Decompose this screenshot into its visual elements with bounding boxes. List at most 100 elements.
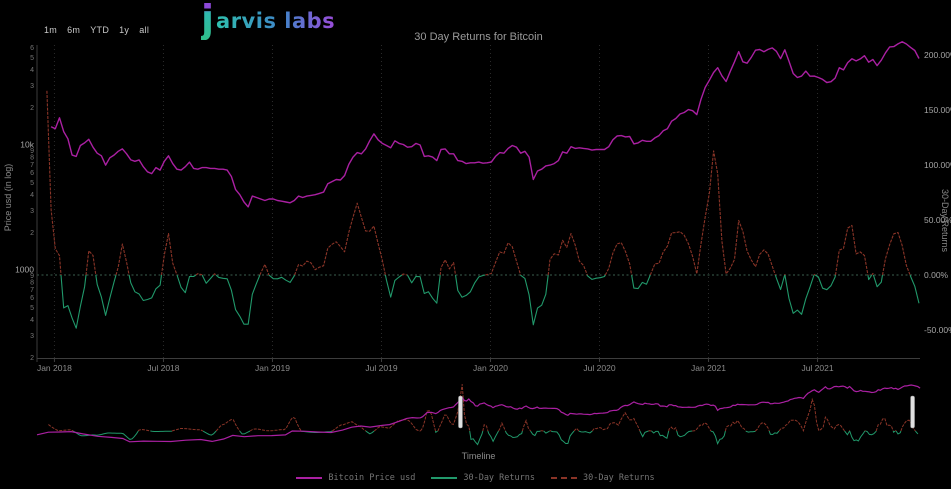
price-tick-label: 2 (30, 230, 34, 237)
legend-swatch (296, 477, 323, 479)
timeline-returns-positive (482, 424, 489, 432)
returns-tick-label: 50.00% (924, 215, 951, 225)
legend-item[interactable]: Bitcoin Price usd (296, 473, 415, 483)
price-tick-label: 3 (30, 83, 34, 90)
timeline-returns-negative (150, 430, 173, 432)
range-button-all[interactable]: all (139, 25, 150, 35)
x-tick-label: Jan 2020 (473, 363, 508, 373)
returns-tick-label: -50.00% (924, 325, 951, 335)
legend-label: Bitcoin Price usd (328, 473, 416, 483)
timeline-label: Timeline (461, 451, 496, 461)
price-tick-label: 8 (30, 155, 34, 162)
returns-negative-line (867, 274, 873, 281)
timeline-returns-negative (543, 430, 550, 434)
price-tick-label: 3 (30, 333, 34, 340)
timeline-returns-negative (844, 430, 851, 436)
price-tick-label: 3 (30, 208, 34, 215)
logo-j-icon: j (201, 0, 215, 41)
x-tick-label: Jul 2020 (583, 363, 615, 373)
returns-negative-line (454, 274, 486, 298)
range-button-1y[interactable]: 1y (119, 25, 130, 35)
timeline-returns-positive (137, 429, 151, 432)
timeline-returns-negative (550, 430, 575, 444)
returns-negative-line (631, 274, 651, 290)
returns-negative-line (128, 274, 163, 302)
price-tick-label: 1000 (15, 265, 34, 275)
returns-tick-label: 100.00% (924, 160, 951, 170)
returns-positive-line (294, 202, 386, 276)
timeline-returns-positive (437, 384, 471, 432)
timeline-returns-positive (668, 426, 678, 432)
returns-positive-line (813, 273, 816, 276)
legend: Bitcoin Price usd 30-Day Returns 30-Day Re… (0, 473, 951, 483)
timeline-returns-negative (202, 430, 217, 436)
returns-negative-line (872, 274, 884, 288)
timeline-returns-negative (504, 430, 523, 439)
range-button-6m[interactable]: 6m (67, 25, 81, 35)
returns-positive-line (213, 273, 217, 276)
timeline-returns-negative (469, 430, 484, 446)
returns-negative-line (95, 274, 117, 316)
legend-swatch (431, 477, 458, 479)
timeline-track[interactable] (37, 382, 920, 446)
timeline-returns-negative (865, 430, 877, 436)
timeline-returns-negative (892, 430, 896, 433)
timeline-returns-negative (578, 430, 593, 434)
returns-negative-line (201, 274, 214, 284)
range-button-ytd[interactable]: YTD (90, 25, 110, 35)
timeline-handle[interactable] (458, 395, 463, 429)
returns-positive-line (871, 272, 874, 276)
returns-positive-line (604, 242, 633, 276)
x-tick-label: Jan 2019 (255, 363, 290, 373)
returns-positive-line (46, 90, 62, 276)
returns-negative-line (814, 274, 837, 291)
returns-positive-line (881, 231, 911, 276)
timeline-returns-positive (591, 411, 641, 432)
timeline-returns-positive (755, 422, 770, 432)
returns-positive-line (547, 232, 588, 276)
timeline-returns-negative (639, 430, 649, 438)
price-tick-label: 2 (30, 105, 34, 112)
price-tick-label: 10k (20, 140, 34, 150)
returns-negative-line (784, 274, 815, 315)
legend-label: 30-Day Returns (463, 473, 535, 483)
price-tick-label: 4 (30, 192, 34, 199)
legend-item[interactable]: 30-Day Returns (431, 473, 535, 483)
x-tick-label: Jan 2021 (691, 363, 726, 373)
timeline-returns-negative (676, 430, 693, 438)
price-tick-label: 8 (30, 280, 34, 287)
jarvis-labs-logo[interactable]: j arvis labs (201, 0, 335, 40)
timeline-returns-negative (895, 430, 902, 435)
returns-negative-line (384, 274, 403, 298)
timeline-returns-positive (419, 410, 436, 432)
price-tick-label: 4 (30, 67, 34, 74)
timeline-returns-negative (768, 430, 780, 436)
returns-positive-line (85, 250, 97, 276)
timeline-returns-negative (435, 430, 438, 434)
legend-item[interactable]: 30-Day Returns (551, 473, 655, 483)
range-button-1m[interactable]: 1m (44, 25, 58, 35)
timeline-returns-negative (651, 430, 670, 439)
timeline-returns-positive (521, 418, 531, 432)
timeline-returns-negative (849, 430, 866, 442)
timeline-handle[interactable] (910, 395, 915, 429)
timeline-price-line (36, 384, 921, 443)
price-tick-label: 5 (30, 305, 34, 312)
timeline-returns-negative (915, 430, 919, 435)
timeline-returns-positive (724, 419, 747, 432)
returns-negative-line (176, 274, 197, 294)
price-tick-label: 7 (30, 162, 34, 169)
price-tick-label: 5 (30, 180, 34, 187)
returns-positive-line (834, 224, 869, 276)
returns-negative-line (909, 274, 920, 304)
timeline-returns-positive (249, 416, 302, 432)
timeline-returns-positive (48, 424, 74, 432)
price-tick-label: 2 (30, 355, 34, 362)
timeline-returns-positive (331, 421, 367, 432)
price-line (50, 41, 920, 208)
timeline-returns-positive (498, 421, 506, 432)
timeline-returns-negative (530, 430, 541, 437)
returns-positive-line (401, 273, 408, 276)
